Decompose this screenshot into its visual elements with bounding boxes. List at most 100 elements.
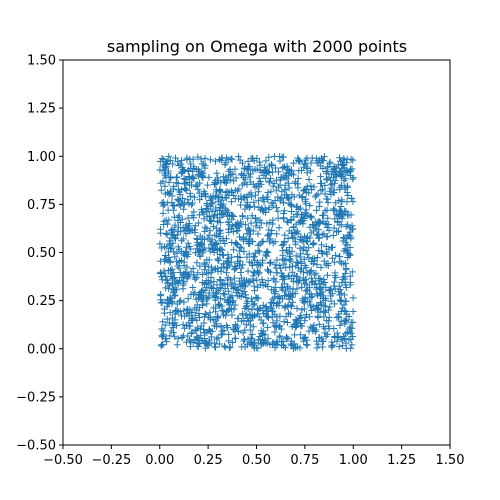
data-point xyxy=(314,190,322,198)
data-point xyxy=(280,241,287,248)
data-point xyxy=(210,249,218,256)
data-point xyxy=(294,230,302,238)
data-point xyxy=(317,180,324,187)
data-point xyxy=(231,274,238,282)
data-point xyxy=(164,199,172,207)
data-point xyxy=(166,293,174,301)
data-point xyxy=(331,206,339,214)
data-point xyxy=(181,185,189,192)
data-point xyxy=(305,254,313,261)
data-point xyxy=(190,175,198,183)
data-point xyxy=(335,228,342,235)
data-point xyxy=(264,248,272,256)
data-point xyxy=(223,188,231,196)
data-point xyxy=(227,155,235,163)
data-point xyxy=(249,301,257,309)
data-point xyxy=(306,234,314,242)
data-point xyxy=(162,284,170,292)
data-point xyxy=(245,191,253,199)
data-point xyxy=(241,175,249,183)
data-point xyxy=(167,227,175,235)
y-tick-label: 0.50 xyxy=(27,246,56,261)
data-point xyxy=(240,276,248,284)
data-point xyxy=(291,331,298,339)
data-point xyxy=(342,265,350,272)
data-point xyxy=(165,216,173,224)
data-point xyxy=(195,211,203,219)
data-point xyxy=(239,159,246,167)
data-point xyxy=(252,214,260,222)
data-point xyxy=(230,266,238,274)
data-point xyxy=(222,174,230,181)
data-point xyxy=(216,200,224,208)
data-point xyxy=(284,235,292,242)
data-point xyxy=(261,304,269,312)
data-point xyxy=(228,198,235,206)
data-point xyxy=(235,222,243,230)
data-point xyxy=(244,278,252,286)
data-point xyxy=(280,153,287,161)
data-point xyxy=(313,284,321,291)
data-point xyxy=(173,279,181,286)
data-point xyxy=(301,159,308,167)
data-point xyxy=(180,258,188,266)
data-point xyxy=(298,167,305,174)
data-point xyxy=(251,183,259,191)
data-point xyxy=(172,154,179,162)
data-point xyxy=(197,322,205,330)
data-point xyxy=(183,263,191,271)
data-point xyxy=(320,323,327,331)
data-point xyxy=(276,333,284,341)
data-point xyxy=(285,179,292,187)
data-point xyxy=(269,202,277,210)
data-point xyxy=(216,219,224,227)
data-point xyxy=(179,281,187,289)
data-point xyxy=(223,177,231,184)
data-point xyxy=(229,297,237,305)
data-point xyxy=(327,184,335,192)
data-point xyxy=(197,331,205,339)
data-point xyxy=(224,274,232,282)
data-point xyxy=(256,224,264,232)
data-point xyxy=(291,179,299,187)
data-point xyxy=(301,314,309,322)
data-point xyxy=(238,317,246,325)
data-point xyxy=(341,234,349,242)
data-point xyxy=(159,327,167,335)
data-point xyxy=(227,224,235,232)
data-point xyxy=(258,339,266,347)
data-point xyxy=(161,252,169,259)
data-point xyxy=(332,251,340,259)
data-point xyxy=(200,292,207,299)
data-point xyxy=(235,195,242,203)
data-point xyxy=(186,220,193,228)
data-point xyxy=(215,340,223,348)
data-point xyxy=(231,280,239,288)
data-point xyxy=(273,230,281,238)
data-point xyxy=(207,156,214,164)
data-point xyxy=(210,278,218,285)
data-point xyxy=(201,191,209,199)
data-point xyxy=(203,280,210,287)
data-point xyxy=(206,237,214,245)
data-point xyxy=(277,264,284,272)
data-point xyxy=(345,325,353,333)
data-point xyxy=(281,186,289,194)
data-point xyxy=(339,273,347,281)
data-point xyxy=(263,220,271,228)
data-point xyxy=(297,331,304,339)
data-point xyxy=(171,333,179,341)
data-point xyxy=(267,175,274,182)
data-point xyxy=(239,289,246,297)
data-point xyxy=(266,219,274,226)
data-point xyxy=(313,344,321,352)
data-point xyxy=(269,239,277,247)
data-point xyxy=(175,162,183,169)
data-point xyxy=(201,164,209,172)
data-point xyxy=(169,160,177,168)
data-point xyxy=(167,266,174,274)
data-point xyxy=(235,247,243,255)
data-point xyxy=(176,191,184,198)
data-point xyxy=(278,188,286,195)
data-point xyxy=(166,241,174,249)
